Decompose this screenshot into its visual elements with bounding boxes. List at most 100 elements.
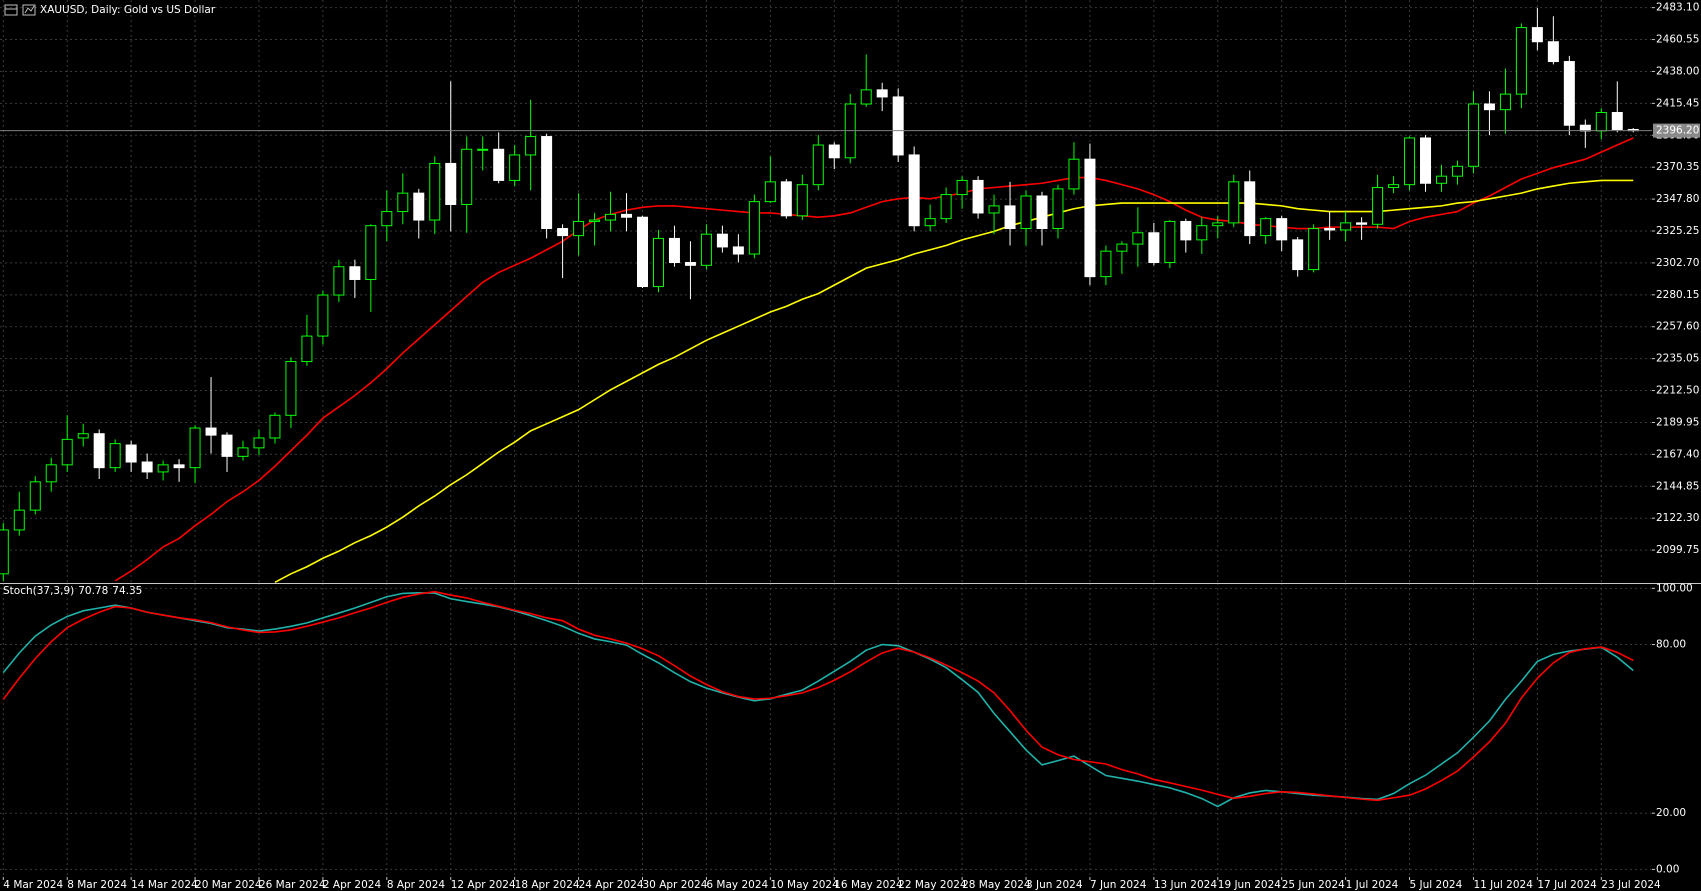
candle-body [1260, 218, 1272, 237]
candle-body [1004, 205, 1016, 230]
x-tick-label: 6 May 2024 [706, 879, 768, 891]
candle-body [557, 228, 569, 237]
candle-body [301, 335, 313, 363]
candle-body [477, 148, 489, 151]
candle-body [652, 237, 664, 288]
candle-body [1404, 137, 1416, 186]
x-tick-label: 14 Mar 2024 [131, 879, 198, 891]
candle-body [413, 192, 425, 221]
candle-body [1036, 195, 1048, 230]
candle-body [285, 361, 297, 416]
y-tick-label: 2122.30 [1656, 512, 1699, 524]
candle-body [317, 294, 329, 337]
x-tick-label: 10 May 2024 [770, 879, 839, 891]
candle-body [1052, 188, 1064, 230]
y-tick-label: 2370.35 [1656, 161, 1699, 173]
icon [22, 4, 36, 16]
last-price-box [1653, 123, 1700, 138]
candle-body [1020, 195, 1032, 230]
candle-body [684, 261, 696, 266]
y-tick-label: 2438.00 [1656, 65, 1699, 77]
stoch-grid [0, 583, 1652, 877]
candle-body [1372, 186, 1384, 225]
candle-body [764, 181, 776, 203]
candle-body [205, 427, 217, 436]
indicator-signal-value: 74.35 [112, 585, 142, 597]
y-tick-label: 2280.15 [1656, 289, 1699, 301]
indicator-main-value: 70.78 [78, 585, 108, 597]
candle-body [956, 179, 968, 196]
candle-body [1595, 111, 1607, 132]
symbol-icons [4, 4, 36, 16]
x-tick-label: 17 Jul 2024 [1537, 879, 1597, 891]
y-tick-label: 2189.95 [1656, 416, 1699, 428]
candle-body [1228, 181, 1240, 224]
y-tick-label: 2212.50 [1656, 385, 1699, 397]
candle-body [77, 433, 89, 439]
candle-body [0, 529, 9, 575]
y-tick-label: 100.00 [1656, 582, 1693, 594]
y-tick-label: 0.00 [1656, 863, 1679, 875]
candle-body [748, 201, 760, 255]
candle-body [668, 237, 680, 263]
candle-body [573, 220, 585, 237]
candle-body [1276, 218, 1288, 241]
candle-body [461, 148, 473, 205]
chart-title: XAUUSD, Daily: Gold vs US Dollar [40, 4, 216, 16]
indicator-title: Stoch(37,3,9) 70.78 74.35 [3, 585, 142, 597]
last-price-label: 2396.20 [1656, 125, 1699, 137]
price-panel [0, 7, 1652, 583]
candle-body [876, 89, 888, 98]
candle-body [1180, 220, 1192, 241]
x-tick-label: 11 Jul 2024 [1473, 879, 1533, 891]
candle-body [509, 154, 521, 181]
x-tick-label: 5 Jul 2024 [1410, 879, 1463, 891]
x-tick-label: 7 Jun 2024 [1090, 879, 1147, 891]
candle-body [1547, 41, 1559, 63]
candle-body [365, 225, 377, 280]
indicator-line [2, 590, 1634, 802]
x-tick-label: 18 Apr 2024 [515, 879, 580, 891]
x-tick-label: 19 Jun 2024 [1218, 879, 1281, 891]
y-tick-label: 2302.70 [1656, 257, 1699, 269]
x-tick-label: 8 Apr 2024 [387, 879, 446, 891]
candle-body [237, 447, 249, 457]
candle-body [493, 148, 505, 181]
icon [24, 5, 35, 14]
candle-body [1563, 61, 1575, 126]
x-tick-label: 16 May 2024 [834, 879, 903, 891]
candle-body [589, 219, 601, 222]
candle-body [397, 192, 409, 213]
candle-body [1499, 93, 1511, 111]
candle-body [637, 216, 648, 288]
candle-body [13, 509, 25, 531]
candle-body [1436, 175, 1447, 184]
candle-body [972, 179, 984, 214]
x-tick-label: 3 Jun 2024 [1026, 879, 1083, 891]
y-tick-label: 2460.55 [1656, 34, 1699, 46]
candle-body [157, 464, 169, 473]
candle-body [45, 464, 57, 483]
candle-body [445, 162, 457, 205]
candle-body [109, 443, 121, 469]
x-tick-label: 12 Apr 2024 [451, 879, 516, 891]
x-tick-label: 2 Apr 2024 [323, 879, 382, 891]
candle-body [780, 181, 792, 217]
candle-body [1132, 232, 1144, 245]
y-tick-label: 20.00 [1656, 807, 1686, 819]
x-tick-label: 26 Mar 2024 [259, 879, 326, 891]
candle-body [892, 96, 904, 156]
y-tick-label: 80.00 [1656, 639, 1686, 651]
candle-body [269, 414, 281, 439]
candle-body [29, 481, 41, 511]
candle-body [860, 89, 872, 105]
candle-body [141, 461, 153, 473]
candle-body [1451, 165, 1463, 177]
y-tick-label: 2347.80 [1656, 193, 1699, 205]
candle-body [1340, 222, 1352, 231]
candle-body [1100, 250, 1112, 278]
candle-body [349, 266, 361, 280]
candle-body [1084, 158, 1096, 278]
